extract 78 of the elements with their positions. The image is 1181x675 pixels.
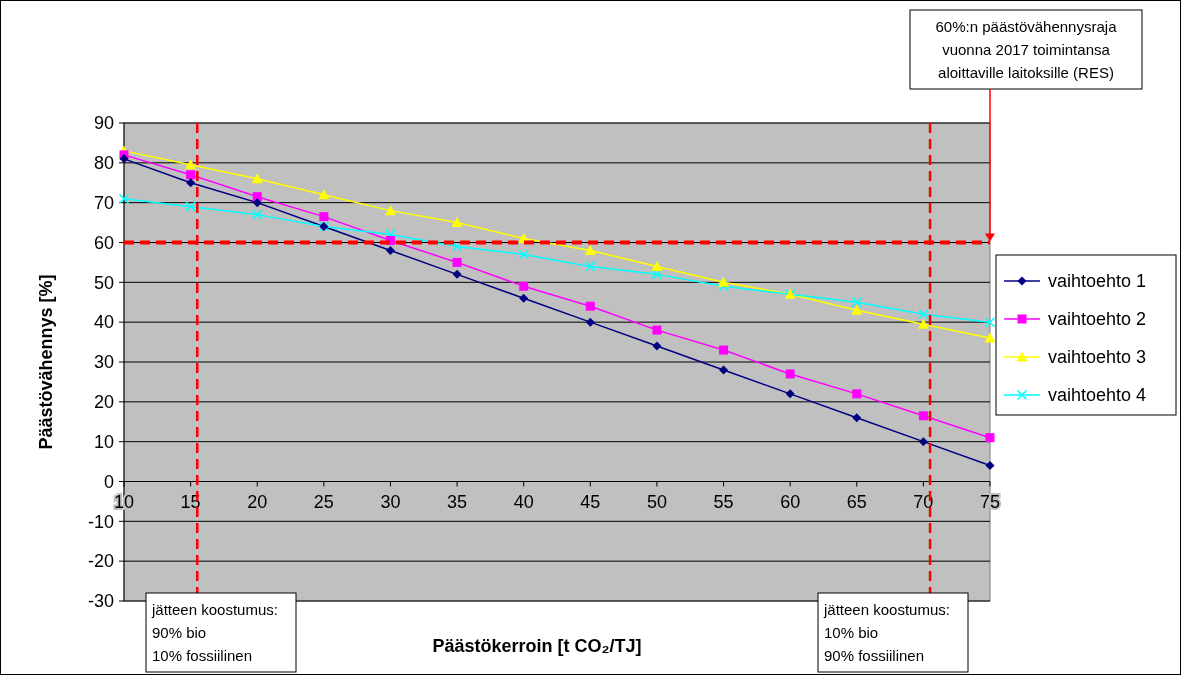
- x-tick-label: 30: [380, 491, 401, 512]
- point: [384, 205, 396, 216]
- point: [186, 170, 196, 180]
- point: [918, 411, 928, 421]
- point: [651, 260, 663, 271]
- point: [319, 212, 329, 222]
- x-tick-label: 40: [513, 491, 534, 512]
- point: [918, 437, 928, 447]
- y-tick-label: -30: [87, 591, 114, 612]
- text: 60%:n päästövähennysraja vuonna 2017 toimintansa aloittaville laitoksille (RES): [935, 18, 1118, 81]
- point: [851, 304, 863, 315]
- point: [252, 198, 262, 208]
- point: [585, 301, 595, 311]
- point: [452, 269, 462, 279]
- point: [452, 257, 462, 267]
- y-tick-label: 50: [93, 272, 114, 293]
- point: [652, 325, 662, 335]
- x-tick-label: 25: [313, 491, 334, 512]
- x-tick-label: 60: [780, 491, 801, 512]
- y-tick-label: 30: [93, 352, 114, 373]
- x-tick-label: 75: [979, 491, 1001, 512]
- y-tick-label: 80: [93, 153, 114, 174]
- point: [651, 269, 663, 280]
- x-tick-label: 55: [713, 491, 734, 512]
- x-tick-label: 35: [447, 491, 468, 512]
- x-tick-label: 20: [247, 491, 268, 512]
- x-tick-label: 65: [846, 491, 867, 512]
- point: [451, 241, 463, 252]
- point: [519, 293, 529, 303]
- point: [185, 201, 196, 212]
- y-tick-label: 60: [93, 232, 114, 253]
- legend-label: vaihtoehto 1: [1048, 271, 1147, 292]
- legend-label: vaihtoehto 2: [1048, 309, 1147, 330]
- x-tick-label: 50: [646, 491, 667, 512]
- point: [186, 178, 196, 188]
- point: [785, 389, 795, 399]
- y-tick-label: 90: [93, 113, 114, 134]
- point: [251, 173, 263, 184]
- point: [918, 308, 929, 320]
- point: [385, 245, 395, 255]
- y-tick-label: 70: [93, 192, 114, 213]
- y-tick-label: 20: [93, 392, 114, 413]
- x-axis-title: Päästökerroin [t CO₂/TJ]: [432, 636, 642, 656]
- y-axis-title: Päästövähennys [%]: [36, 274, 56, 450]
- y-tick-label: -10: [87, 511, 114, 532]
- point: [519, 281, 529, 291]
- legend-label: vaihtoehto 3: [1048, 347, 1147, 368]
- x-tick-label: 45: [580, 491, 601, 512]
- point: [185, 159, 197, 170]
- point: [984, 332, 996, 343]
- point: [118, 193, 130, 204]
- point: [851, 297, 863, 308]
- y-tick-label: 0: [103, 471, 114, 492]
- point: [985, 433, 995, 443]
- point: [718, 276, 730, 287]
- point: [984, 316, 996, 328]
- legend-label: vaihtoehto 4: [1048, 385, 1147, 406]
- point: [318, 189, 330, 200]
- y-tick-label: 40: [93, 312, 114, 333]
- point: [718, 281, 729, 292]
- annotation: jätteen koostumus: 10% bio 90% fossiilinen: [823, 601, 950, 664]
- point: [785, 369, 795, 379]
- annotation: jätteen koostumus: 90% bio 10% fossiilinen: [151, 601, 278, 664]
- point: [584, 244, 596, 255]
- point: [585, 317, 595, 327]
- y-tick-label: -20: [87, 551, 114, 572]
- point: [719, 365, 729, 375]
- point: [852, 389, 862, 399]
- point: [585, 261, 596, 272]
- point: [852, 413, 862, 423]
- point: [451, 217, 463, 228]
- point: [719, 345, 729, 355]
- point: [652, 341, 662, 351]
- y-tick-label: 10: [93, 431, 114, 452]
- point: [251, 209, 263, 220]
- point: [985, 461, 995, 471]
- point: [518, 249, 529, 260]
- point: [917, 318, 929, 329]
